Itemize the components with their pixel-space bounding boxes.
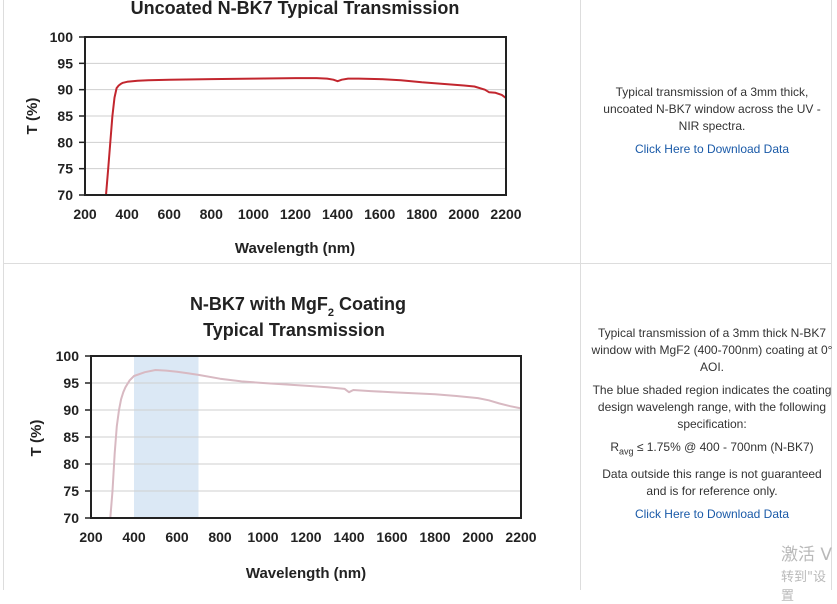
y-axis-label: T (%) (28, 420, 45, 457)
x-tick-label: 2200 (505, 529, 536, 545)
x-axis-label: Wavelength (nm) (246, 565, 366, 582)
table-border-right (831, 0, 832, 590)
spec-r: R (610, 440, 619, 454)
panel1-description: Typical transmission of a 3mm thick, unc… (603, 85, 821, 133)
panel1-description-box: Typical transmission of a 3mm thick, unc… (596, 84, 828, 158)
x-tick-label: 1000 (247, 529, 278, 545)
chart-uncoated-panel: Uncoated N-BK7 Typical Transmission 100 9… (0, 0, 580, 263)
x-tick-label: 1600 (364, 206, 395, 222)
x-tick-label: 1800 (419, 529, 450, 545)
y-axis-label: T (%) (24, 98, 41, 135)
chart-title-line1: N-BK7 with MgF2 Coating (190, 294, 406, 319)
y-tick-label: 80 (57, 134, 73, 150)
x-tick-label: 200 (73, 206, 97, 222)
x-tick-label: 800 (200, 206, 224, 222)
title-subscript: 2 (328, 307, 334, 319)
table-border-left (3, 0, 4, 590)
x-tick-label: 2000 (462, 529, 493, 545)
x-tick-label: 400 (122, 529, 146, 545)
y-tick-label: 95 (63, 375, 79, 391)
y-tick-label: 85 (63, 429, 79, 445)
y-tick-label: 95 (57, 55, 73, 71)
panel2-spec: Ravg ≤ 1.75% @ 400 - 700nm (N-BK7) (591, 439, 833, 460)
y-tick-label: 80 (63, 456, 79, 472)
panel2-description-3: Data outside this range is not guarantee… (602, 467, 822, 499)
chart-title: Uncoated N-BK7 Typical Transmission (131, 0, 460, 18)
x-tick-label: 800 (208, 529, 232, 545)
y-tick-label: 75 (63, 483, 79, 499)
panel1-download-link[interactable]: Click Here to Download Data (634, 142, 790, 156)
panel2-download-link[interactable]: Click Here to Download Data (634, 507, 790, 522)
y-tick-label: 90 (57, 82, 73, 98)
spec-subscript: avg (618, 446, 634, 457)
table-divider-horizontal (3, 263, 832, 264)
chart-title-line2: Typical Transmission (203, 320, 385, 340)
chart-coated-panel: N-BK7 with MgF2 Coating Typical Transmis… (0, 264, 580, 590)
title-main: N-BK7 with MgF (190, 294, 328, 314)
x-tick-label: 1800 (406, 206, 437, 222)
panel2-description-2: The blue shaded region indicates the coa… (592, 383, 832, 431)
y-tick-label: 100 (56, 348, 80, 364)
y-tick-label: 90 (63, 402, 79, 418)
chart-uncoated: Uncoated N-BK7 Typical Transmission 100 9… (24, 0, 522, 257)
panel2-description-1: Typical transmission of a 3mm thick N-BK… (591, 326, 833, 374)
x-tick-label: 1400 (322, 206, 353, 222)
x-tick-label: 1200 (280, 206, 311, 222)
title-end: Coating (334, 294, 406, 314)
table-divider-vertical (580, 0, 581, 590)
x-axis-label: Wavelength (nm) (235, 240, 355, 257)
transmission-curve (105, 77, 507, 196)
x-tick-label: 1000 (238, 206, 269, 222)
y-tick-label: 100 (50, 29, 74, 45)
y-tick-label: 85 (57, 108, 73, 124)
y-tick-label: 75 (57, 161, 73, 177)
x-tick-label: 1200 (290, 529, 321, 545)
y-tick-label: 70 (63, 510, 79, 526)
x-tick-label: 1400 (333, 529, 364, 545)
x-tick-label: 400 (115, 206, 139, 222)
x-tick-label: 2200 (490, 206, 521, 222)
y-tick-label: 70 (57, 187, 73, 203)
activation-watermark-line2: 转到"设置 (781, 570, 826, 604)
transmission-curve (109, 369, 522, 519)
activation-watermark-line1: 激活 V (781, 545, 833, 565)
x-tick-label: 600 (158, 206, 182, 222)
panel2-description-box: Typical transmission of a 3mm thick N-BK… (591, 325, 833, 523)
x-tick-label: 1600 (376, 529, 407, 545)
spec-rest: ≤ 1.75% @ 400 - 700nm (N-BK7) (633, 440, 814, 454)
x-tick-label: 200 (79, 529, 103, 545)
x-tick-label: 2000 (448, 206, 479, 222)
chart-mgf2-coated: N-BK7 with MgF2 Coating Typical Transmis… (28, 294, 537, 582)
x-tick-label: 600 (165, 529, 189, 545)
